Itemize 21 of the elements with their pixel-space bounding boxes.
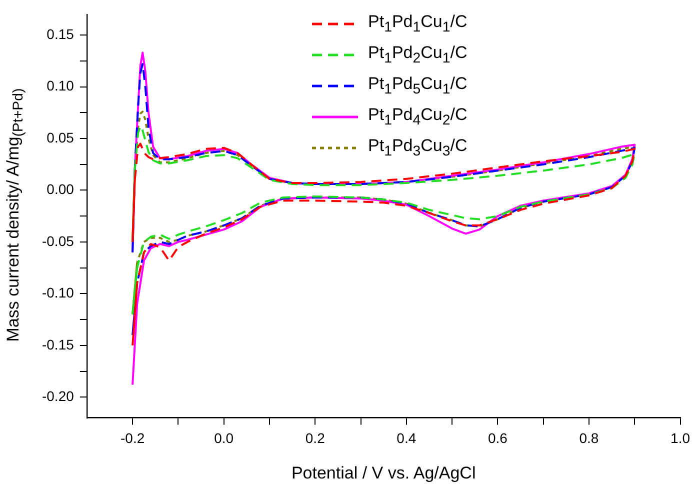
x-tick-label: 0.2	[305, 430, 326, 446]
x-tick-label: 0.0	[214, 430, 234, 446]
y-tick-label: 0.05	[46, 129, 74, 146]
x-axis-title: Potential / V vs. Ag/AgCl	[291, 463, 476, 482]
x-tick-label: 1.0	[670, 430, 690, 446]
legend-label: Pt$_{1}$Pd$_{5}$Cu$_{1}$/C	[368, 74, 468, 98]
y-tick-label: 0.10	[46, 78, 74, 94]
y-tick-label: -0.10	[42, 284, 74, 301]
legend-label: Pt$_{1}$Pd$_{1}$Cu$_{1}$/C	[368, 12, 468, 36]
x-tick-label: 0.6	[488, 430, 508, 446]
y-tick-label: 0.00	[46, 181, 74, 198]
legend-label: Pt$_{1}$Pd$_{2}$Cu$_{1}$/C	[368, 42, 468, 66]
y-tick-label: -0.15	[42, 336, 74, 352]
x-tick-label: 0.8	[579, 430, 599, 446]
y-tick-label: 0.15	[46, 26, 74, 42]
y-tick-label: -0.20	[42, 388, 74, 404]
legend-label: Pt$_{1}$Pd$_{3}$Cu$_{3}$/C	[368, 136, 468, 160]
legend-label: Pt$_{1}$Pd$_{4}$Cu$_{2}$/C	[368, 104, 468, 128]
y-tick-label: -0.05	[42, 232, 74, 249]
x-tick-label: 0.4	[396, 430, 416, 446]
x-tick-label: -0.2	[120, 430, 145, 446]
